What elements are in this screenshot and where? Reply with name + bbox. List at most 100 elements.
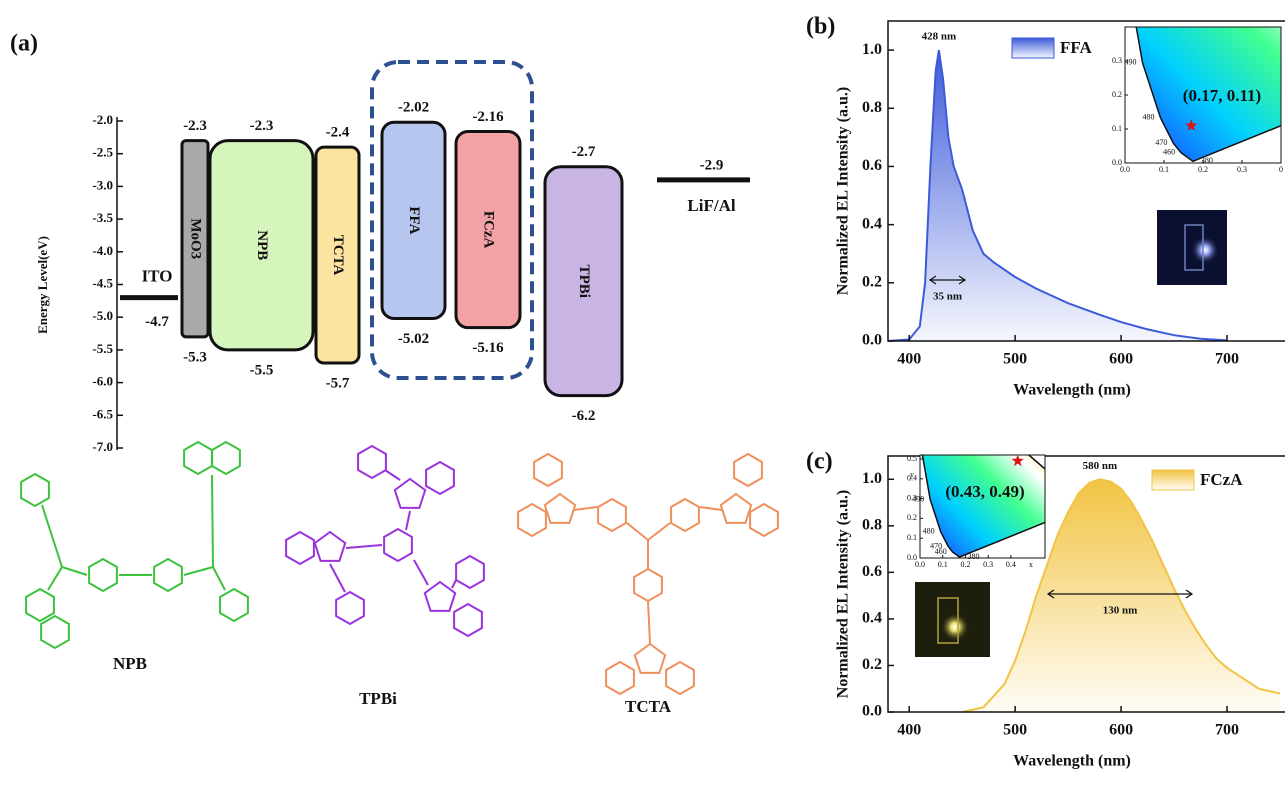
- electrode-value: -2.9: [700, 157, 724, 173]
- y-tick-label: -4.0: [92, 243, 113, 258]
- device-glow: [941, 613, 969, 641]
- homo-label: -5.02: [398, 331, 429, 347]
- electrode-value: -4.7: [145, 314, 169, 330]
- bond: [647, 600, 651, 645]
- highlight-box: [370, 60, 534, 380]
- inset-x-tick-label: 0.3: [983, 560, 993, 569]
- x-tick-label: 600: [1109, 722, 1133, 739]
- y-tick-label: 1.0: [862, 41, 882, 58]
- ring: [543, 492, 577, 524]
- inset-x-tick-label: 0.0: [1120, 165, 1130, 174]
- inset-wavelength-label: 490: [1125, 58, 1137, 67]
- homo-label: -5.3: [183, 349, 207, 365]
- ring: [285, 530, 315, 566]
- structure-name: NPB: [113, 654, 147, 673]
- y-tick-label: -6.5: [92, 406, 113, 421]
- ring: [393, 477, 427, 509]
- y-tick-label: 0.2: [862, 273, 882, 290]
- layer-name: FFA: [406, 206, 422, 234]
- structure-name: TPBi: [359, 689, 397, 708]
- energy-level-box: [543, 165, 624, 398]
- layer-name: TCTA: [330, 235, 346, 276]
- inset-x-title: x: [1029, 560, 1033, 569]
- cie-gamut: [921, 455, 1045, 558]
- bond: [329, 563, 346, 593]
- ring: [88, 557, 118, 593]
- y-tick-label: 0.8: [862, 99, 882, 116]
- ring: [383, 527, 413, 563]
- structure-name: TCTA: [625, 697, 672, 716]
- ring: [719, 492, 753, 524]
- lumo-label: -2.02: [398, 100, 429, 116]
- x-tick-label: 400: [897, 351, 921, 368]
- arrow-head: [1046, 589, 1194, 599]
- ring: [633, 567, 663, 603]
- bond: [413, 559, 429, 586]
- inset-y-title: y: [910, 470, 914, 479]
- inset-x-tick-label: 0.3: [1237, 165, 1247, 174]
- legend-label: FCzA: [1200, 470, 1243, 489]
- ring: [357, 444, 387, 480]
- energy-level-box: [380, 120, 447, 321]
- x-axis-title: Wavelength (nm): [1013, 753, 1131, 770]
- bond: [626, 522, 649, 541]
- area: [888, 50, 1228, 341]
- ring: [455, 554, 485, 590]
- ring: [219, 587, 249, 623]
- panel-label: (c): [806, 449, 833, 475]
- inset-wavelength-label: 480: [923, 526, 935, 535]
- x-tick-label: 700: [1215, 722, 1239, 739]
- area: [962, 479, 1280, 712]
- inset-wavelength-label: 470: [1155, 138, 1167, 147]
- ring: [517, 502, 547, 538]
- homo-label: -6.2: [572, 408, 596, 424]
- y-axis-title: Normalized EL Intensity (a.u.): [835, 87, 852, 295]
- inset-frame: [919, 454, 1046, 559]
- x-axis-title: Wavelength (nm): [1013, 382, 1131, 399]
- ring: [633, 642, 667, 674]
- ring: [670, 497, 700, 533]
- inset-y-tick-label: 0.4: [907, 474, 917, 483]
- bond: [345, 544, 383, 549]
- fwhm-label: 35 nm: [933, 291, 962, 303]
- y-axis-title: Energy Level(eV): [35, 236, 50, 334]
- ring: [733, 452, 763, 488]
- ring: [40, 614, 70, 650]
- plot-frame: [887, 20, 1285, 342]
- panel-label: (b): [806, 14, 835, 40]
- y-tick-label: -3.0: [92, 177, 113, 192]
- inset-wavelength-label: 460: [935, 547, 947, 556]
- lumo-label: -2.7: [572, 144, 596, 160]
- homo-label: -5.16: [472, 340, 504, 356]
- x-tick-label: 600: [1109, 351, 1133, 368]
- ring: [335, 590, 365, 626]
- device-outline: [1184, 224, 1204, 271]
- y-tick-label: 0.6: [862, 157, 882, 174]
- inset-y-tick-label: 0.2: [907, 513, 917, 522]
- y-tick-label: -4.5: [92, 275, 113, 290]
- bond: [61, 566, 88, 576]
- inset-x-tick-label: 0.1: [938, 560, 948, 569]
- inset-wavelength-label: 490: [912, 494, 924, 503]
- x-tick-label: 700: [1215, 351, 1239, 368]
- cie-coordinates: (0.17, 0.11): [1183, 86, 1261, 105]
- ring: [533, 452, 563, 488]
- x-tick-label: 400: [897, 722, 921, 739]
- homo-label: -5.7: [326, 375, 350, 391]
- ring: [313, 530, 347, 562]
- bond: [384, 469, 401, 481]
- y-tick-label: -2.0: [92, 112, 113, 127]
- y-tick-label: -6.0: [92, 374, 113, 389]
- line: [961, 478, 1281, 713]
- inset-x-tick-label: 0.0: [915, 560, 925, 569]
- inset-y-tick-label: 0.0: [907, 553, 917, 562]
- y-tick-label: -3.5: [92, 210, 113, 225]
- plot-frame: [887, 455, 1285, 713]
- inset-wavelength-label: 380: [1201, 156, 1213, 165]
- inset-y-tick-label: 0.1: [907, 533, 917, 542]
- legend-swatch: [1151, 469, 1195, 491]
- lumo-label: -2.3: [250, 118, 274, 134]
- fwhm-label: 130 nm: [1103, 605, 1138, 617]
- line: [887, 49, 1228, 342]
- ring: [423, 580, 457, 612]
